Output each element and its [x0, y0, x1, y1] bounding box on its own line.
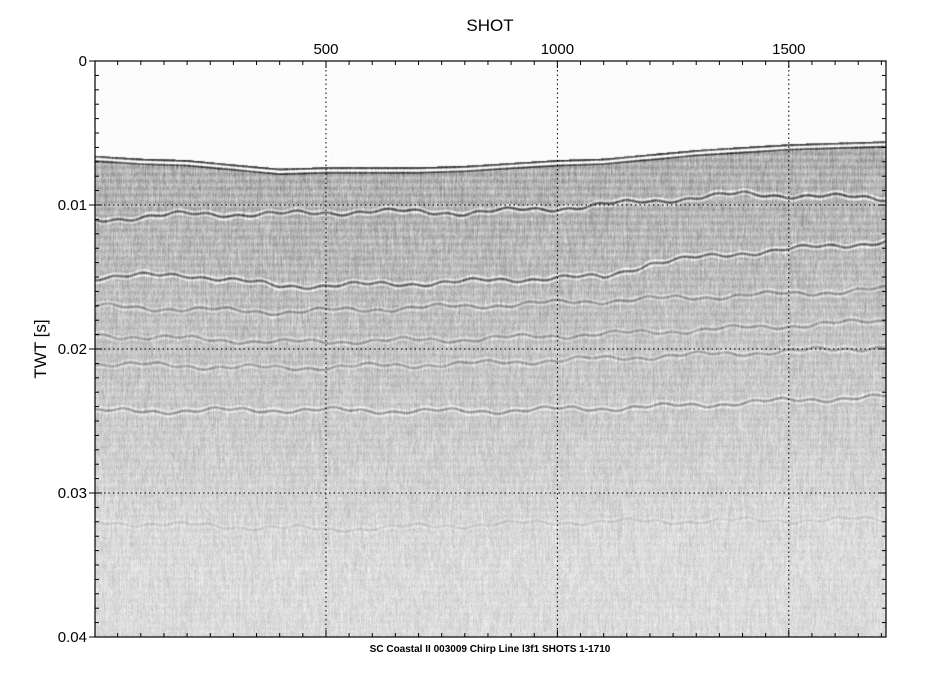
figure-caption: SC Coastal II 003009 Chirp Line l3f1 SHO…: [370, 644, 611, 655]
y-tick-label: 0.02: [58, 341, 87, 358]
y-axis-label: TWT [s]: [31, 319, 50, 378]
y-tick-label: 0.04: [58, 629, 87, 646]
grid-lines: [95, 61, 886, 637]
x-tick-label: 1500: [772, 41, 805, 58]
seismic-section-image: [95, 61, 886, 637]
x-tick-label: 1000: [541, 41, 574, 58]
y-tick-label: 0.03: [58, 485, 87, 502]
x-axis-ticks: 500 1000 1500: [117, 41, 882, 637]
y-axis-ticks: 0 0.01 0.02 0.03 0.04: [58, 53, 886, 646]
x-axis-label: SHOT: [466, 16, 513, 35]
x-tick-label: 500: [313, 41, 338, 58]
y-tick-label: 0.01: [58, 197, 87, 214]
y-tick-label: 0: [79, 53, 87, 70]
